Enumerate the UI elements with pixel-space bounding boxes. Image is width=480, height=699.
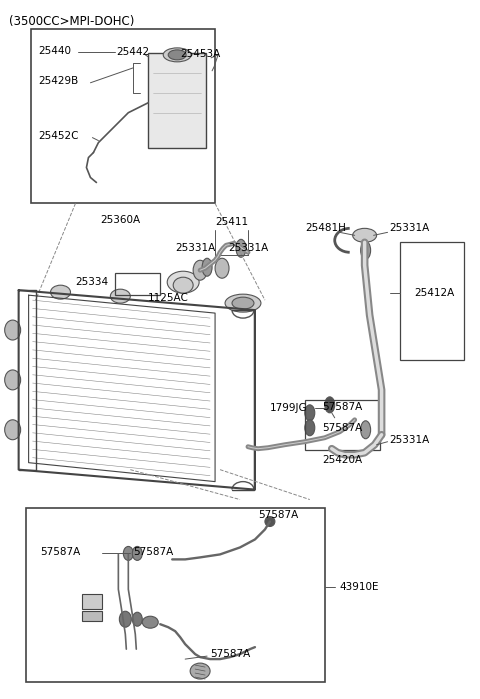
Ellipse shape bbox=[305, 420, 315, 435]
Text: 43910E: 43910E bbox=[340, 582, 379, 592]
Ellipse shape bbox=[110, 289, 130, 303]
Ellipse shape bbox=[325, 397, 335, 413]
Ellipse shape bbox=[167, 271, 199, 293]
Bar bbox=[115, 273, 160, 295]
Ellipse shape bbox=[202, 258, 212, 276]
Bar bbox=[25, 507, 325, 682]
Ellipse shape bbox=[360, 421, 371, 439]
Ellipse shape bbox=[120, 611, 132, 627]
Text: 25452C: 25452C bbox=[38, 131, 79, 140]
Text: 57587A: 57587A bbox=[41, 547, 81, 557]
Text: 25331A: 25331A bbox=[175, 243, 216, 253]
Ellipse shape bbox=[265, 517, 275, 526]
Text: (3500CC>MPI-DOHC): (3500CC>MPI-DOHC) bbox=[9, 15, 134, 28]
Text: 25442: 25442 bbox=[116, 47, 149, 57]
Ellipse shape bbox=[232, 297, 254, 309]
Ellipse shape bbox=[193, 260, 207, 280]
Ellipse shape bbox=[236, 239, 246, 257]
Ellipse shape bbox=[5, 370, 21, 390]
Bar bbox=[305, 400, 380, 449]
Ellipse shape bbox=[5, 420, 21, 440]
Text: 1125AC: 1125AC bbox=[148, 293, 189, 303]
Text: 25331A: 25331A bbox=[390, 435, 430, 445]
Text: 25412A: 25412A bbox=[415, 288, 455, 298]
Text: 25481H: 25481H bbox=[305, 224, 346, 233]
Ellipse shape bbox=[123, 547, 133, 561]
Text: 57587A: 57587A bbox=[133, 547, 174, 557]
Ellipse shape bbox=[215, 258, 229, 278]
Text: 57587A: 57587A bbox=[322, 402, 362, 412]
Ellipse shape bbox=[190, 663, 210, 679]
Text: 25360A: 25360A bbox=[100, 215, 141, 225]
Bar bbox=[148, 53, 206, 147]
Text: 25429B: 25429B bbox=[38, 75, 79, 86]
Ellipse shape bbox=[360, 241, 371, 259]
Ellipse shape bbox=[132, 612, 142, 626]
Bar bbox=[83, 594, 102, 610]
Text: 57587A: 57587A bbox=[210, 649, 251, 659]
Ellipse shape bbox=[173, 278, 193, 293]
Text: 57587A: 57587A bbox=[258, 510, 298, 519]
Text: 25334: 25334 bbox=[75, 278, 108, 287]
Bar bbox=[31, 29, 215, 203]
Text: 25420A: 25420A bbox=[322, 454, 362, 465]
Text: 25411: 25411 bbox=[215, 217, 248, 227]
Ellipse shape bbox=[132, 547, 142, 561]
Bar bbox=[399, 243, 464, 360]
Ellipse shape bbox=[50, 285, 71, 299]
Text: 25331A: 25331A bbox=[390, 224, 430, 233]
Text: 25331A: 25331A bbox=[228, 243, 268, 253]
Text: 25440: 25440 bbox=[38, 46, 72, 56]
Ellipse shape bbox=[142, 617, 158, 628]
Text: 57587A: 57587A bbox=[322, 423, 362, 433]
Text: 25453A: 25453A bbox=[180, 49, 220, 59]
Ellipse shape bbox=[168, 50, 186, 60]
Ellipse shape bbox=[305, 405, 315, 421]
Text: 1799JG: 1799JG bbox=[270, 403, 308, 413]
Ellipse shape bbox=[163, 48, 191, 62]
Bar bbox=[83, 611, 102, 621]
Ellipse shape bbox=[225, 294, 261, 312]
Ellipse shape bbox=[353, 229, 377, 243]
Ellipse shape bbox=[5, 320, 21, 340]
